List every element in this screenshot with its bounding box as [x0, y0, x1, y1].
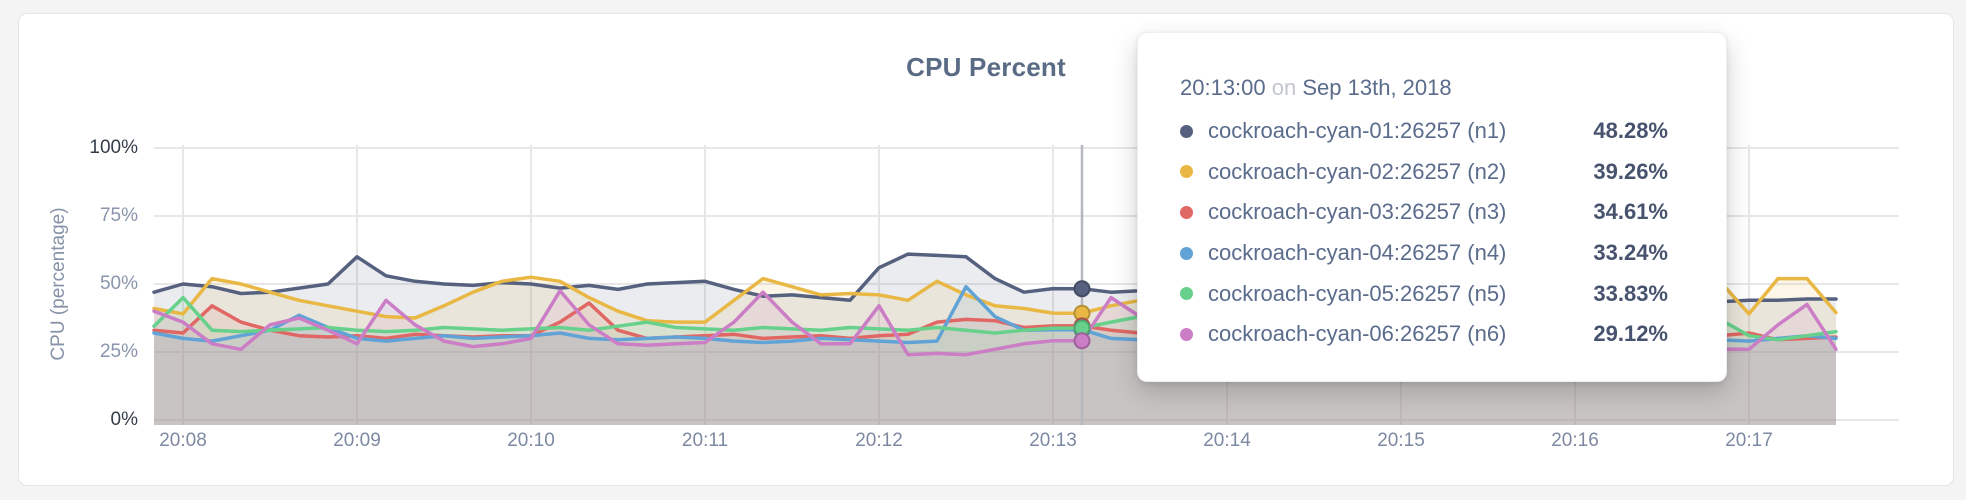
series-area-n3	[154, 303, 1836, 425]
series-name: cockroach-cyan-01:26257 (n1)	[1208, 118, 1507, 144]
tooltip-row: cockroach-cyan-01:26257 (n1) 48.28%	[1180, 111, 1668, 152]
x-tick-label: 20:17	[1725, 430, 1773, 451]
x-tick-label: 20:16	[1551, 430, 1599, 451]
hover-point-n1	[1073, 280, 1091, 298]
tooltip-row: cockroach-cyan-04:26257 (n4) 33.24%	[1180, 233, 1668, 274]
tooltip-timestamp: 20:13:00 on Sep 13th, 2018	[1180, 73, 1668, 103]
series-color-dot	[1180, 327, 1193, 341]
tooltip-row: cockroach-cyan-05:26257 (n5) 33.83%	[1180, 273, 1668, 314]
x-tick-label: 20:13	[1029, 430, 1077, 451]
y-tick-label: 75%	[99, 205, 138, 226]
series-value: 39.26%	[1593, 158, 1668, 184]
tooltip-time: 20:13:00	[1180, 75, 1266, 100]
series-area-n6	[154, 290, 1836, 425]
tooltip-date: Sep 13th, 2018	[1302, 75, 1452, 100]
series-name: cockroach-cyan-06:26257 (n6)	[1208, 321, 1507, 347]
tooltip-row: cockroach-cyan-06:26257 (n6) 29.12%	[1180, 314, 1668, 355]
x-tick-label: 20:08	[159, 430, 207, 451]
series-value: 48.28%	[1593, 118, 1668, 144]
series-area-n4	[154, 286, 1836, 425]
series-name: cockroach-cyan-04:26257 (n4)	[1208, 240, 1507, 266]
tooltip-conjunction: on	[1271, 75, 1297, 100]
series-value: 33.24%	[1593, 240, 1668, 266]
y-tick-label: 100%	[89, 137, 138, 158]
hover-point-n6	[1073, 332, 1091, 350]
y-tick-label: 0%	[110, 409, 138, 430]
y-tick-label: 50%	[99, 273, 138, 294]
hover-tooltip: 20:13:00 on Sep 13th, 2018 cockroach-cya…	[1137, 32, 1727, 382]
series-value: 33.83%	[1593, 280, 1668, 306]
series-color-dot	[1180, 205, 1193, 219]
series-name: cockroach-cyan-02:26257 (n2)	[1208, 158, 1507, 184]
y-tick-label: 25%	[99, 341, 138, 362]
x-tick-label: 20:14	[1203, 430, 1251, 451]
x-tick-label: 20:12	[855, 430, 903, 451]
series-color-dot	[1180, 165, 1193, 179]
x-tick-label: 20:11	[681, 430, 729, 451]
tooltip-row: cockroach-cyan-03:26257 (n3) 34.61%	[1180, 192, 1668, 233]
tooltip-rows: cockroach-cyan-01:26257 (n1) 48.28% cockro…	[1180, 111, 1668, 355]
x-tick-label: 20:10	[507, 430, 555, 451]
x-tick-label: 20:09	[333, 430, 381, 451]
x-tick-label: 20:15	[1377, 430, 1425, 451]
page-title: CPU Percent	[906, 52, 1066, 82]
series-name: cockroach-cyan-05:26257 (n5)	[1208, 280, 1507, 306]
tooltip-row: cockroach-cyan-02:26257 (n2) 39.26%	[1180, 152, 1668, 193]
series-value: 29.12%	[1593, 321, 1668, 347]
series-name: cockroach-cyan-03:26257 (n3)	[1208, 199, 1507, 225]
series-color-dot	[1180, 287, 1193, 301]
series-value: 34.61%	[1593, 199, 1668, 225]
series-color-dot	[1180, 124, 1193, 138]
series-color-dot	[1180, 246, 1193, 260]
